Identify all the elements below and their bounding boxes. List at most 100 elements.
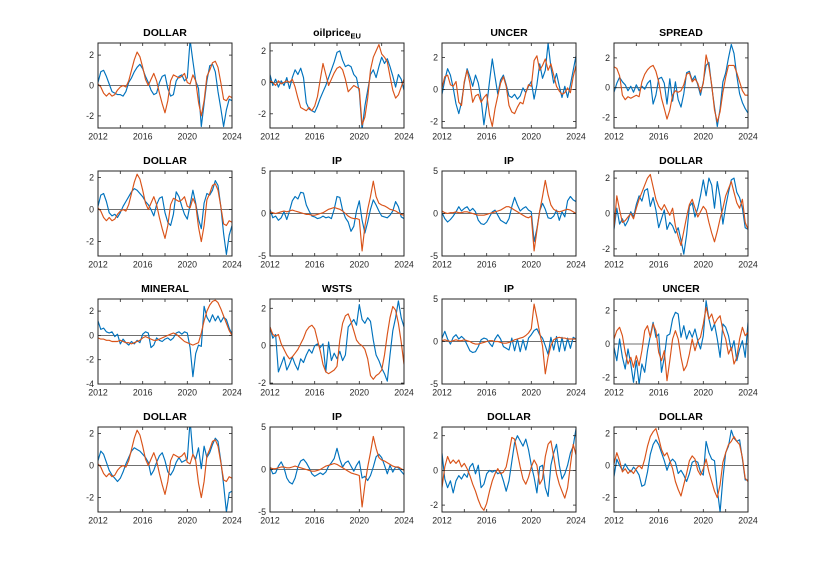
- x-tick-label: 2020: [522, 388, 542, 398]
- figure-cell: -2 0 2 2012 2016 2020 2024 SPREAD: [577, 23, 758, 151]
- orange-line: [98, 51, 232, 117]
- subplot-title-main: WSTS: [322, 283, 352, 295]
- subplot-11: -5 0 5 2012 2016 2020 2024 IP: [430, 283, 586, 398]
- figure-cell: -5 0 5 2012 2016 2020 2024 IP: [233, 151, 414, 279]
- x-tick-label: 2020: [522, 132, 542, 142]
- x-tick-label: 2012: [260, 516, 280, 526]
- x-tick-label: 2016: [133, 388, 153, 398]
- y-tick-label: -5: [258, 507, 266, 517]
- y-tick-label: 5: [433, 294, 438, 304]
- y-tick-label: -2: [430, 117, 438, 127]
- x-tick-label: 2016: [477, 132, 497, 142]
- figure-cell: -4 -2 0 2 2012 2016 2020 2024 MINERAL: [61, 279, 242, 407]
- x-tick-label: 2020: [178, 132, 198, 142]
- subplot-title: UNCER: [662, 283, 700, 295]
- subplot-title-main: MINERAL: [141, 283, 189, 295]
- y-tick-label: 5: [261, 166, 266, 176]
- y-tick-label: 0: [433, 209, 438, 219]
- y-tick-label: 0: [433, 465, 438, 475]
- x-tick-label: 2016: [477, 516, 497, 526]
- x-tick-label: 2012: [432, 132, 452, 142]
- x-tick-label: 2012: [604, 516, 624, 526]
- y-tick-label: -2: [602, 113, 610, 123]
- x-tick-label: 2012: [260, 388, 280, 398]
- y-tick-label: -2: [602, 244, 610, 254]
- figure-cell: -2 0 2 2012 2016 2020 2024 WSTS: [233, 279, 414, 407]
- y-tick-label: -4: [86, 379, 94, 389]
- orange-line: [270, 435, 404, 508]
- figure-cell: -2 0 2 2012 2016 2020 2024 DOLLAR: [61, 151, 242, 279]
- y-tick-label: 0: [261, 341, 266, 351]
- blue-line: [98, 180, 232, 255]
- subplot-title-main: DOLLAR: [659, 411, 703, 423]
- y-tick-label: 2: [605, 53, 610, 63]
- x-tick-label: 2020: [178, 388, 198, 398]
- x-tick-label: 2016: [477, 260, 497, 270]
- blue-line: [442, 328, 576, 355]
- orange-line: [98, 429, 232, 499]
- blue-line: [442, 195, 576, 243]
- x-tick-label: 2012: [88, 260, 108, 270]
- x-tick-label: 2024: [566, 132, 586, 142]
- orange-line: [442, 179, 576, 252]
- figure-cell: -2 0 2 2012 2016 2020 2024 UNCER: [577, 279, 758, 407]
- y-tick-label: -2: [86, 237, 94, 247]
- y-tick-label: 0: [605, 83, 610, 93]
- x-tick-label: 2016: [305, 260, 325, 270]
- x-tick-label: 2012: [88, 388, 108, 398]
- x-tick-label: 2016: [133, 260, 153, 270]
- figure-grid: -2 0 2 2012 2016 2020 2024 DOLLAR -2 0 2 2012 2016 20…: [61, 23, 758, 535]
- y-tick-label: 5: [261, 422, 266, 432]
- x-tick-label: 2020: [694, 516, 714, 526]
- blue-line: [270, 50, 404, 128]
- x-tick-label: 2024: [394, 132, 414, 142]
- y-tick-label: -5: [430, 251, 438, 261]
- y-tick-label: 2: [605, 428, 610, 438]
- x-tick-label: 2012: [260, 132, 280, 142]
- subplot-title-main: IP: [504, 155, 514, 167]
- x-tick-label: 2020: [350, 132, 370, 142]
- subplot-title-main: UNCER: [662, 283, 700, 295]
- y-tick-label: 2: [89, 428, 94, 438]
- subplot-3: -2 0 2 2012 2016 2020 2024 UNCER: [430, 27, 586, 142]
- subplot-title-main: SPREAD: [659, 27, 703, 39]
- subplot-title-main: DOLLAR: [143, 411, 187, 423]
- x-tick-label: 2016: [305, 516, 325, 526]
- orange-line: [98, 173, 232, 243]
- y-tick-label: -2: [86, 355, 94, 365]
- orange-line: [614, 306, 748, 382]
- x-tick-label: 2020: [178, 516, 198, 526]
- x-tick-label: 2012: [88, 516, 108, 526]
- x-tick-label: 2012: [604, 388, 624, 398]
- figure-cell: -5 0 5 2012 2016 2020 2024 IP: [233, 407, 414, 535]
- orange-line: [270, 44, 404, 126]
- subplot-title-main: UNCER: [490, 27, 528, 39]
- x-tick-label: 2016: [649, 260, 669, 270]
- y-tick-label: 0: [261, 77, 266, 87]
- axes-box: [613, 298, 749, 385]
- x-tick-label: 2016: [305, 132, 325, 142]
- y-tick-label: 2: [605, 306, 610, 316]
- y-tick-label: 0: [89, 461, 94, 471]
- subplot-title: IP: [332, 155, 342, 167]
- subplot-5: -2 0 2 2012 2016 2020 2024 DOLLAR: [86, 155, 242, 270]
- figure-cell: -5 0 5 2012 2016 2020 2024 IP: [405, 279, 586, 407]
- subplot-14: -5 0 5 2012 2016 2020 2024 IP: [258, 411, 414, 526]
- x-tick-label: 2020: [694, 388, 714, 398]
- subplot-title-main: DOLLAR: [659, 155, 703, 167]
- x-tick-label: 2024: [738, 516, 758, 526]
- x-tick-label: 2020: [522, 260, 542, 270]
- orange-line: [442, 303, 576, 375]
- x-tick-label: 2016: [649, 132, 669, 142]
- x-tick-label: 2016: [477, 388, 497, 398]
- x-tick-label: 2020: [350, 260, 370, 270]
- y-tick-label: 0: [261, 465, 266, 475]
- blue-line: [98, 427, 232, 512]
- x-tick-label: 2024: [738, 260, 758, 270]
- x-tick-label: 2012: [432, 516, 452, 526]
- y-tick-label: 0: [89, 330, 94, 340]
- y-tick-label: 0: [433, 337, 438, 347]
- subplot-title-main: DOLLAR: [487, 411, 531, 423]
- y-tick-label: 2: [605, 173, 610, 183]
- figure-cell: -2 0 2 2012 2016 2020 2024 DOLLAR: [61, 23, 242, 151]
